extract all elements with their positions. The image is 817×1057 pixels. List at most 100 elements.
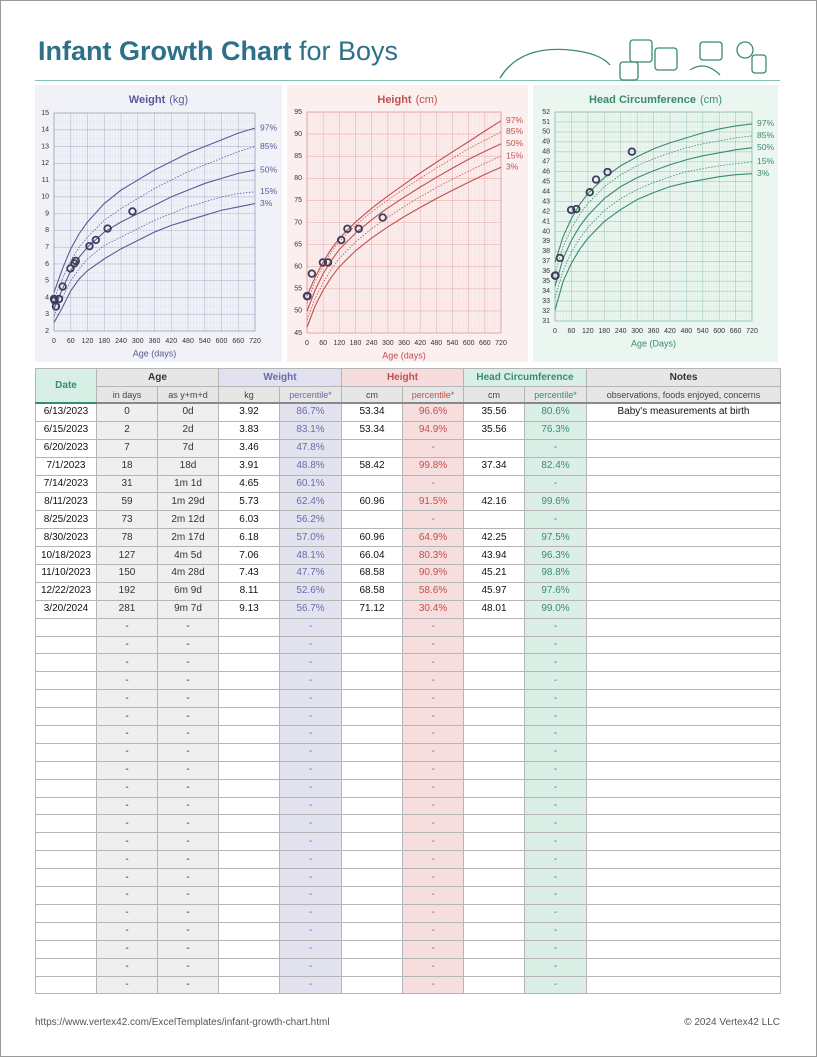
- y-tick-label: 75: [294, 197, 302, 204]
- percentile-label: 3%: [506, 162, 519, 172]
- age-ymd: -: [157, 742, 219, 762]
- head-cm: [463, 778, 525, 798]
- notes: [586, 546, 781, 566]
- age-ymd: 2m 17d: [157, 528, 219, 548]
- age-days: -: [96, 707, 158, 727]
- measurement-point: [91, 235, 101, 245]
- height-percentile: 99.8%: [402, 456, 464, 476]
- weight-kg: 5.73: [218, 492, 280, 512]
- head-cm: [463, 850, 525, 870]
- head-percentile: 99.6%: [524, 492, 587, 512]
- x-tick-label: 240: [115, 338, 127, 345]
- weight-percentile: -: [279, 635, 342, 655]
- notes: [586, 653, 781, 673]
- percentile-curve: [306, 155, 502, 320]
- data-row: 6/15/2023 2 2d 3.83 83.1% 53.34 94.9% 35.56 76.3…: [35, 420, 781, 440]
- age-ymd: -: [157, 778, 219, 798]
- x-tick-label: 360: [149, 338, 161, 345]
- y-tick-label: 44: [542, 188, 550, 195]
- weight-percentile: 56.2%: [279, 510, 342, 530]
- head-percentile: -: [524, 939, 587, 959]
- height-cm: [341, 760, 403, 780]
- notes: [586, 528, 781, 548]
- data-row: -----: [35, 975, 781, 995]
- age-days: -: [96, 939, 158, 959]
- head-cm: 42.16: [463, 492, 525, 512]
- x-tick-label: 360: [398, 340, 410, 347]
- head-cm: 42.25: [463, 528, 525, 548]
- date: [35, 635, 97, 655]
- notes: [586, 939, 781, 959]
- head-percentile: -: [524, 921, 587, 941]
- y-tick-label: 11: [42, 177, 49, 184]
- age-days: 150: [96, 564, 158, 583]
- head-percentile: -: [524, 760, 587, 780]
- age-ymd: -: [157, 975, 219, 995]
- age-ymd: 4m 5d: [157, 546, 219, 566]
- y-tick-label: 37: [542, 258, 550, 265]
- percentile-curve: [306, 166, 502, 328]
- head-percentile: -: [524, 438, 587, 458]
- x-tick-label: 0: [553, 328, 557, 335]
- weight-percentile: 48.1%: [279, 546, 342, 566]
- notes: [586, 689, 781, 709]
- age-ymd: 9m 7d: [157, 599, 219, 619]
- age-days: 31: [96, 474, 158, 494]
- column-header: cm: [341, 386, 403, 404]
- height-percentile: 94.9%: [402, 420, 464, 440]
- height-percentile: -: [402, 438, 464, 458]
- height-percentile: -: [402, 617, 464, 637]
- age-ymd: -: [157, 653, 219, 673]
- y-tick-label: 70: [294, 219, 302, 226]
- height-percentile: -: [402, 742, 464, 762]
- head-percentile: -: [524, 957, 587, 977]
- y-tick-label: 55: [294, 286, 302, 293]
- notes: [586, 510, 781, 530]
- chart-title: Head Circumference (cm): [589, 94, 722, 106]
- chart-title-unit: (cm): [416, 94, 438, 106]
- height-percentile: -: [402, 939, 464, 959]
- height-cm: 53.34: [341, 420, 403, 440]
- notes: [586, 742, 781, 762]
- notes: [586, 903, 781, 923]
- x-tick-label: 120: [582, 328, 594, 335]
- age-days: 0: [96, 402, 158, 422]
- x-tick-label: 240: [366, 340, 378, 347]
- height-percentile: 96.6%: [402, 402, 464, 422]
- weight-percentile: -: [279, 832, 342, 852]
- data-row: -----: [35, 886, 781, 905]
- height-percentile: -: [402, 886, 464, 905]
- weight-kg: [218, 742, 280, 762]
- age-ymd: -: [157, 903, 219, 923]
- age-days: -: [96, 725, 158, 744]
- y-tick-label: 32: [542, 308, 550, 315]
- weight-kg: 3.46: [218, 438, 280, 458]
- x-tick-label: 480: [430, 340, 442, 347]
- notes: Baby's measurements at birth: [586, 402, 781, 422]
- date: [35, 957, 97, 977]
- chart-title-unit: (kg): [169, 94, 188, 106]
- height-cm: 58.42: [341, 456, 403, 476]
- data-row: -----: [35, 832, 781, 852]
- weight-kg: [218, 903, 280, 923]
- age-ymd: -: [157, 725, 219, 744]
- weight-percentile: 48.8%: [279, 456, 342, 476]
- weight-percentile: -: [279, 671, 342, 691]
- age-days: -: [96, 886, 158, 905]
- age-days: -: [96, 778, 158, 798]
- x-tick-label: 60: [319, 340, 327, 347]
- data-row: -----: [35, 868, 781, 888]
- data-row: 12/22/2023 192 6m 9d 8.11 52.6% 68.58 58.6% 45.…: [35, 581, 781, 601]
- notes: [586, 868, 781, 888]
- height-cm: [341, 975, 403, 995]
- chart-title-text: Head Circumference: [589, 94, 696, 106]
- head-cm: [463, 975, 525, 995]
- y-tick-label: 46: [542, 169, 550, 176]
- head-cm: [463, 886, 525, 905]
- data-row: -----: [35, 778, 781, 798]
- height-percentile: -: [402, 903, 464, 923]
- weight-percentile: -: [279, 850, 342, 870]
- age-ymd: -: [157, 850, 219, 870]
- y-tick-label: 47: [542, 159, 550, 166]
- measurement-point: [591, 175, 601, 184]
